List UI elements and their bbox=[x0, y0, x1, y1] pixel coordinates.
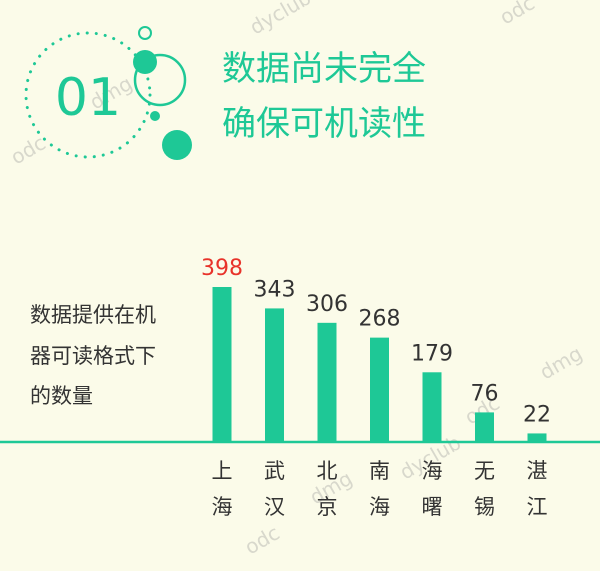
category-label-char: 南 bbox=[369, 459, 390, 483]
watermark-text: odc bbox=[496, 0, 539, 29]
side-label-line-3: 的数量 bbox=[30, 384, 93, 408]
dotted-ring bbox=[24, 31, 152, 159]
data-label: 179 bbox=[411, 341, 453, 366]
category-label-char: 江 bbox=[527, 495, 548, 519]
side-label-line-1: 数据提供在机 bbox=[30, 303, 156, 327]
data-label: 22 bbox=[523, 402, 551, 427]
title-line-1: 数据尚未完全 bbox=[222, 49, 426, 89]
category-label-char: 海 bbox=[369, 495, 390, 519]
category-label-char: 京 bbox=[317, 495, 338, 519]
badge-number: 01 bbox=[55, 68, 121, 128]
category-label-char: 海 bbox=[422, 459, 443, 483]
category-label-char: 武 bbox=[264, 459, 285, 483]
watermark-text: dyclub bbox=[246, 0, 316, 39]
category-label-char: 上 bbox=[212, 459, 233, 483]
bubble-large bbox=[162, 130, 192, 160]
header-badge: 01 bbox=[24, 26, 192, 160]
category-label-char: 北 bbox=[317, 459, 338, 483]
title-line-2: 确保可机读性 bbox=[222, 104, 426, 144]
bar-上海 bbox=[212, 287, 232, 442]
watermark-text: dmg bbox=[536, 341, 587, 384]
category-label-char: 汉 bbox=[264, 495, 285, 519]
category-label-char: 海 bbox=[212, 495, 233, 519]
watermark-text: odc bbox=[7, 131, 50, 170]
bubble-dot bbox=[150, 111, 160, 121]
category-label-char: 湛 bbox=[527, 459, 548, 483]
data-label: 343 bbox=[254, 277, 296, 302]
bar-南海 bbox=[370, 337, 389, 442]
category-label-char: 曙 bbox=[422, 495, 443, 519]
watermark-text: odc bbox=[241, 521, 284, 560]
bar-武汉 bbox=[265, 308, 284, 442]
bar-无锡 bbox=[475, 412, 494, 442]
bar-海曙 bbox=[422, 372, 442, 442]
data-label: 306 bbox=[306, 292, 348, 317]
category-label-char: 锡 bbox=[474, 495, 495, 519]
bar-湛江 bbox=[527, 433, 547, 442]
data-label: 268 bbox=[359, 307, 401, 332]
bubble-ring-large bbox=[133, 53, 187, 107]
bar-北京 bbox=[317, 322, 337, 442]
category-label-char: 无 bbox=[474, 459, 495, 483]
small-ring-top bbox=[138, 26, 152, 40]
data-label: 398 bbox=[201, 256, 243, 281]
side-label-line-2: 器可读格式下 bbox=[30, 344, 156, 368]
data-label: 76 bbox=[471, 381, 499, 406]
